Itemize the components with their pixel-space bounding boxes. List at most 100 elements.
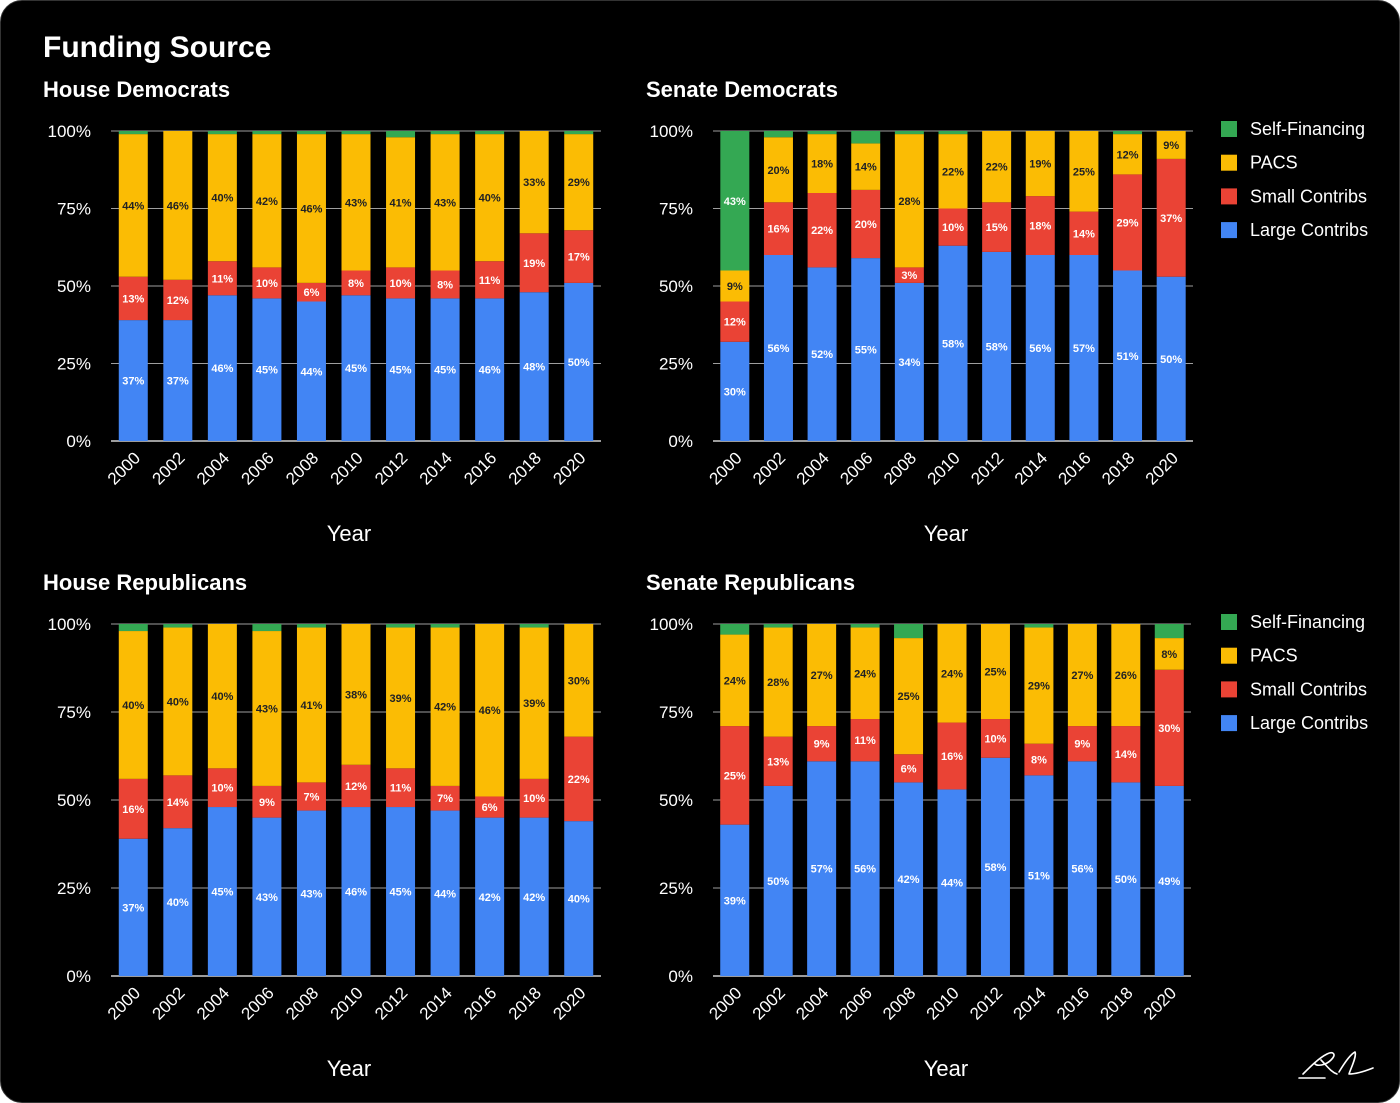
data-label: 50% — [1160, 354, 1182, 366]
bar-pacs — [386, 137, 416, 268]
bar-small-contribs — [1111, 726, 1141, 783]
bar-small-contribs — [894, 754, 924, 783]
data-label: 15% — [986, 222, 1008, 234]
chart-panel-2: House Republicans 0% 25% 50% 75% 100% 37% 16% 40… — [43, 570, 601, 1081]
data-label: 33% — [523, 177, 545, 189]
x-tick-label: 2016 — [460, 448, 500, 488]
data-label: 49% — [1158, 876, 1180, 888]
x-tick-label: 2012 — [371, 983, 411, 1023]
data-label: 16% — [767, 224, 789, 236]
x-tick-label: 2006 — [836, 983, 876, 1023]
x-axis-label: Year — [327, 521, 371, 546]
data-label: 44% — [122, 200, 144, 212]
data-label: 46% — [300, 204, 322, 216]
data-label: 45% — [434, 365, 456, 377]
bar-small-contribs — [807, 193, 837, 268]
bar-small-contribs — [1025, 196, 1055, 255]
data-label: 51% — [1117, 351, 1139, 363]
data-label: 41% — [300, 700, 322, 712]
bar-pacs — [938, 134, 968, 209]
bar-small-contribs — [1156, 158, 1186, 277]
x-tick-label: 2000 — [705, 983, 745, 1023]
bar-self-financing — [341, 131, 371, 135]
bar-pacs — [937, 624, 967, 723]
data-label: 40% — [211, 193, 233, 205]
data-label: 39% — [523, 698, 545, 710]
x-tick-label: 2010 — [327, 448, 367, 488]
bar-self-financing — [894, 131, 924, 135]
bar-small-contribs — [938, 208, 968, 246]
bar-pacs — [430, 134, 460, 271]
x-tick-label: 2012 — [966, 983, 1006, 1023]
bar-large-contribs — [938, 245, 968, 441]
y-tick-label: 50% — [57, 277, 91, 296]
data-label: 45% — [211, 887, 233, 899]
data-label: 6% — [304, 287, 320, 299]
bar-self-financing — [252, 131, 282, 135]
x-tick-label: 2012 — [967, 448, 1007, 488]
bar-small-contribs — [807, 726, 837, 762]
bar-pacs — [564, 624, 594, 737]
chart-title: Senate Republicans — [646, 570, 855, 595]
data-label: 10% — [942, 222, 964, 234]
bar-small-contribs — [763, 736, 793, 786]
data-label: 28% — [898, 196, 920, 208]
y-tick-label: 50% — [659, 791, 693, 810]
bar-self-financing — [475, 131, 505, 135]
page-title: Funding Source — [43, 31, 272, 64]
bar-small-contribs — [982, 202, 1012, 252]
bar-pacs — [163, 627, 193, 776]
bar-self-financing — [430, 131, 460, 135]
data-label: 24% — [724, 675, 746, 687]
x-tick-label: 2008 — [879, 983, 919, 1023]
bar-small-contribs — [564, 230, 594, 283]
bar-self-financing — [1024, 624, 1054, 628]
data-label: 25% — [1073, 166, 1095, 178]
bar-small-contribs — [207, 768, 237, 808]
y-tick-label: 50% — [57, 791, 91, 810]
bar-pacs — [894, 638, 924, 755]
bar-pacs — [720, 634, 750, 727]
data-label: 24% — [854, 668, 876, 680]
bar-large-contribs — [1154, 785, 1184, 976]
legend-swatch — [1221, 681, 1237, 698]
bar-large-contribs — [475, 298, 505, 441]
bar-small-contribs — [475, 796, 505, 818]
bar-self-financing — [519, 624, 549, 628]
bar-large-contribs — [851, 258, 881, 441]
bar-large-contribs — [763, 785, 793, 976]
bar-self-financing — [118, 131, 148, 135]
bar-large-contribs — [430, 298, 460, 441]
data-label: 42% — [898, 874, 920, 886]
x-tick-label: 2018 — [505, 983, 545, 1023]
data-label: 56% — [1071, 864, 1093, 876]
bar-small-contribs — [430, 270, 460, 299]
data-label: 12% — [1117, 149, 1139, 161]
data-label: 39% — [390, 693, 412, 705]
data-label: 37% — [122, 902, 144, 914]
x-tick-label: 2010 — [924, 448, 964, 488]
bar-pacs — [296, 627, 326, 783]
x-tick-label: 2006 — [238, 983, 278, 1023]
data-label: 45% — [256, 365, 278, 377]
bar-small-contribs — [1113, 174, 1143, 271]
x-tick-label: 2020 — [549, 983, 589, 1023]
data-label: 48% — [523, 362, 545, 374]
data-label: 8% — [348, 278, 364, 290]
data-label: 20% — [767, 165, 789, 177]
data-label: 58% — [942, 338, 964, 350]
data-label: 6% — [482, 802, 498, 814]
legend-label: Self-Financing — [1250, 119, 1365, 139]
data-label: 30% — [724, 386, 746, 398]
data-label: 10% — [984, 733, 1006, 745]
chart-title: Senate Democrats — [646, 77, 838, 102]
data-label: 9% — [727, 281, 743, 293]
x-tick-label: 2010 — [327, 983, 367, 1023]
bar-pacs — [851, 143, 881, 190]
data-label: 19% — [1029, 159, 1051, 171]
data-label: 20% — [855, 219, 877, 231]
bar-self-financing — [430, 624, 460, 628]
bar-large-contribs — [564, 821, 594, 976]
data-label: 50% — [767, 876, 789, 888]
